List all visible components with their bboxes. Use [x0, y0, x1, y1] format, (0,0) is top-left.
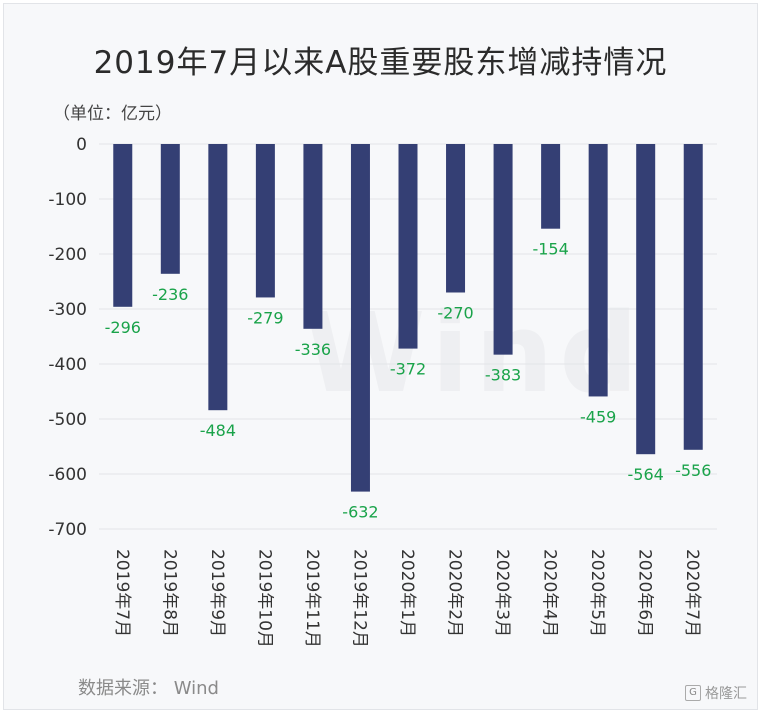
- brand-logo-icon: G: [685, 685, 701, 701]
- x-tick-label: 2019年10月: [254, 549, 274, 648]
- bar: [303, 144, 323, 329]
- data-label: -372: [390, 360, 426, 379]
- bar: [493, 144, 513, 355]
- chart-title: 2019年7月以来A股重要股东增减持情况: [93, 45, 668, 81]
- x-tick-label: 2019年12月: [349, 549, 369, 648]
- chart-card: Wind 2019年7月以来A股重要股东增减持情况 （单位：亿元） 0 -100-…: [3, 3, 758, 710]
- bar: [398, 144, 418, 349]
- data-label: -236: [152, 285, 188, 304]
- x-tick-label: 2019年11月: [302, 549, 322, 648]
- bar: [588, 144, 608, 397]
- x-tick-label: 2020年6月: [635, 549, 655, 637]
- y-tick-label: -400: [48, 355, 87, 375]
- x-tick-label: 2020年4月: [540, 549, 560, 637]
- bar: [541, 144, 561, 229]
- bar: [350, 144, 370, 492]
- bar: [683, 144, 703, 450]
- x-tick-label: 2020年1月: [397, 549, 417, 637]
- data-label: -556: [675, 461, 711, 480]
- x-tick-label: 2019年7月: [112, 549, 132, 637]
- bar: [208, 144, 228, 411]
- y-tick-label: -300: [48, 300, 87, 320]
- data-label: -154: [532, 240, 568, 259]
- bar-chart: 0 -100 -200 -300 -400 -500 -600 -700 -296 2019年7月…: [48, 135, 717, 648]
- y-tick-label: -600: [48, 465, 87, 485]
- x-tick-label: 2020年7月: [682, 549, 702, 637]
- y-tick-label: -100: [48, 190, 87, 210]
- data-label: -632: [342, 503, 378, 522]
- source-note: 数据来源： Wind: [78, 678, 219, 699]
- data-label: -564: [628, 465, 664, 484]
- data-label: -459: [580, 407, 616, 426]
- data-label: -270: [437, 304, 473, 323]
- x-tick-label: 2019年8月: [159, 549, 179, 637]
- brand-name: 格隆汇: [705, 686, 747, 702]
- bar: [113, 144, 133, 307]
- bar: [636, 144, 656, 455]
- data-label: -336: [295, 340, 331, 359]
- y-tick-label: -700: [48, 520, 87, 540]
- brand-mark: G 格隆汇: [685, 683, 747, 703]
- data-label: -296: [105, 318, 141, 337]
- bar: [255, 144, 275, 298]
- x-tick-label: 2020年2月: [445, 549, 465, 637]
- bar: [446, 144, 466, 293]
- unit-label: （单位：亿元）: [53, 104, 172, 124]
- y-tick-label: -200: [48, 245, 87, 265]
- x-tick-label: 2020年3月: [492, 549, 512, 637]
- y-tick-label: 0: [76, 135, 87, 155]
- x-tick-label: 2020年5月: [587, 549, 607, 637]
- x-tick-label: 2019年9月: [207, 549, 227, 637]
- bar: [160, 144, 180, 274]
- data-label: -484: [200, 421, 236, 440]
- data-label: -383: [485, 366, 521, 385]
- data-label: -279: [247, 308, 283, 327]
- y-tick-label: -500: [48, 410, 87, 430]
